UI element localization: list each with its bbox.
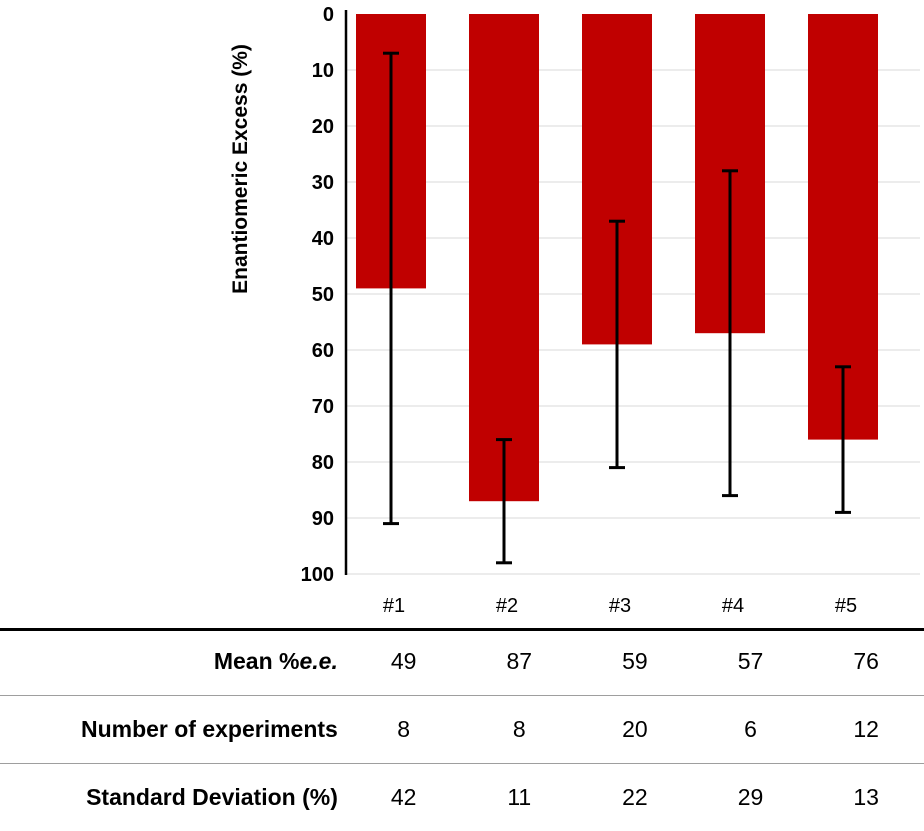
x-tick-label: #3 — [609, 595, 631, 617]
table-cell: 29 — [693, 764, 809, 831]
table-cell: 11 — [461, 764, 577, 831]
y-tick-labels: 0 10 20 30 40 50 60 70 80 90 100 — [301, 4, 334, 586]
table-cell: 59 — [577, 628, 693, 696]
y-tick-label: 0 — [323, 4, 334, 26]
table-cell: 22 — [577, 764, 693, 831]
table-cell: 8 — [461, 696, 577, 764]
table-cell: 12 — [808, 696, 924, 764]
x-tick-label: #4 — [722, 595, 744, 617]
y-tick-label: 40 — [312, 228, 334, 250]
row-label-std-dev: Standard Deviation (%) — [0, 764, 346, 831]
table-row-mean: Mean %e.e. 49 87 59 57 76 — [0, 628, 924, 696]
table-cell: 76 — [808, 628, 924, 696]
y-axis-label: Enantiomeric Excess (%) — [229, 44, 252, 294]
table-cell: 6 — [693, 696, 809, 764]
row-label-text: Mean % — [214, 648, 300, 674]
y-tick-label: 20 — [312, 116, 334, 138]
row-label-mean: Mean %e.e. — [0, 628, 346, 696]
table-row-std-dev: Standard Deviation (%) 42 11 22 29 13 — [0, 764, 924, 831]
row-label-italic: e.e. — [299, 648, 337, 674]
x-tick-label: #5 — [835, 595, 857, 617]
y-tick-label: 100 — [301, 564, 334, 586]
y-tick-label: 60 — [312, 340, 334, 362]
y-tick-label: 70 — [312, 396, 334, 418]
table-cell: 49 — [346, 628, 462, 696]
y-tick-label: 30 — [312, 172, 334, 194]
table-cell: 13 — [808, 764, 924, 831]
x-tick-label: #1 — [383, 595, 405, 617]
x-tick-label: #2 — [496, 595, 518, 617]
bar — [469, 14, 539, 501]
table-cell: 20 — [577, 696, 693, 764]
x-tick-labels: #1 #2 #3 #4 #5 — [383, 595, 857, 617]
y-tick-label: 50 — [312, 284, 334, 306]
table-cell: 8 — [346, 696, 462, 764]
table-cell: 87 — [461, 628, 577, 696]
row-label-experiments: Number of experiments — [0, 696, 346, 764]
table-cell: 42 — [346, 764, 462, 831]
bar-chart: 0 10 20 30 40 50 60 70 80 90 100 #1 #2 #3 #4 #5 Enanti… — [0, 0, 924, 628]
table-cell: 57 — [693, 628, 809, 696]
y-tick-label: 80 — [312, 452, 334, 474]
y-tick-label: 10 — [312, 60, 334, 82]
y-tick-label: 90 — [312, 508, 334, 530]
statistics-table: Mean %e.e. 49 87 59 57 76 Number of expe… — [0, 628, 924, 831]
table-row-experiments: Number of experiments 8 8 20 6 12 — [0, 696, 924, 764]
